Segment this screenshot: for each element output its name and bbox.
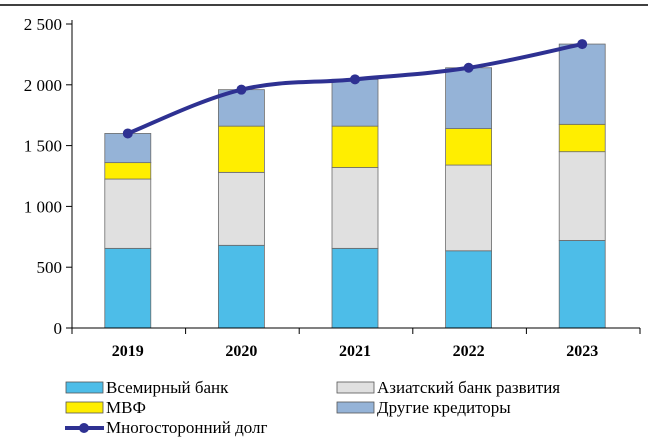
legend-label-0: Всемирный банк [106,378,229,397]
legend-label-3: Другие кредиторы [377,398,511,417]
line-point-2020 [236,84,247,95]
x-tick-label-2022: 2022 [453,343,485,360]
bar-segment-1-2023 [558,151,606,241]
legend-swatch-2 [65,401,104,414]
y-tick-label-0: 0 [54,319,63,338]
bar-segment-1-2019 [104,178,152,249]
x-tick-label-2021: 2021 [339,343,371,360]
legend-line-marker [79,423,89,433]
x-tick-label-2023: 2023 [566,343,598,360]
legend-label-2: МВФ [106,398,146,417]
bar-segment-1-2020 [217,171,265,246]
legend-swatch-3 [336,401,375,414]
line-point-2019 [122,128,133,139]
bar-segment-0-2020 [217,244,265,329]
y-tick-label-5: 2 500 [24,15,62,34]
x-tick-label-2020: 2020 [225,343,257,360]
x-tick-label-2019: 2019 [112,343,144,360]
bar-segment-0-2021 [331,247,379,329]
legend-label-1: Азиатский банк развития [377,378,560,397]
legend-swatch-0 [65,381,104,394]
bar-segment-0-2023 [558,240,606,329]
legend-swatch-1 [336,381,375,394]
legend: Всемирный банк Азиатский банк развития МВФ… [65,378,560,437]
bar-segment-1-2022 [445,164,493,252]
y-tick-label-2: 1 000 [24,197,62,216]
bar-segment-2-2021 [331,125,379,168]
bar-segment-3-2021 [331,78,379,127]
line-point-2021 [350,74,360,85]
y-tick-label-4: 2 000 [24,76,62,95]
y-tick-label-3: 1 500 [24,137,62,156]
line-point-2023 [577,39,588,50]
bar-segment-2-2022 [445,128,493,166]
bar-segment-3-2022 [445,67,493,129]
plot-area: 0 500 1 000 1 500 2 000 2 500 2019 2020 2021 2022… [24,15,641,360]
legend-label-4: Многосторонний долг [106,418,267,437]
bar-segment-3-2023 [558,43,606,125]
bar-segment-2-2023 [558,123,606,153]
bar-segment-0-2022 [445,250,493,329]
bar-segment-0-2019 [104,247,152,329]
bar-segment-2-2020 [217,125,265,173]
bar-segment-1-2021 [331,167,379,249]
y-tick-label-1: 500 [37,258,63,277]
bar-segment-2-2019 [104,162,152,180]
line-point-2022 [463,62,474,73]
